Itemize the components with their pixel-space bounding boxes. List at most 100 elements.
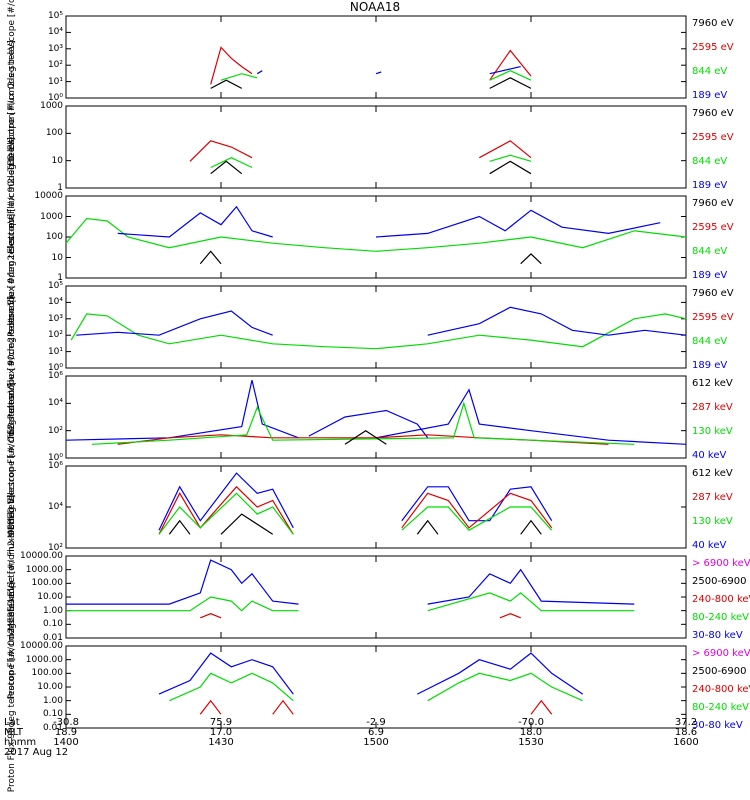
- y-tick-label: 100: [45, 128, 63, 139]
- y-tick-label: 10⁰: [47, 453, 63, 463]
- legend-entry: 287 keV: [692, 492, 733, 503]
- footer-lat-value: -2.9: [366, 717, 386, 728]
- series-line: [199, 250, 222, 265]
- y-tick-label: 10²: [47, 425, 63, 436]
- footer-mlt-value: 6.9: [368, 727, 384, 738]
- y-tick-label: 1: [57, 273, 63, 283]
- y-tick-label: 10000.00: [20, 641, 63, 651]
- legend-entry: > 6900 keV: [692, 648, 750, 659]
- legend-entry: 7960 eV: [692, 288, 734, 299]
- legend-entry: 2595 eV: [692, 222, 734, 233]
- y-axis-label: TED Electron Flux 0deg telescope [#/cm2-…: [7, 0, 17, 172]
- legend-entry: 2595 eV: [692, 42, 734, 53]
- series-line: [416, 519, 439, 535]
- series-line: [427, 672, 583, 702]
- series-line: [199, 699, 222, 715]
- y-tick-label: 10¹: [47, 76, 63, 87]
- series-line: [479, 140, 532, 159]
- footer-hhmm-value: 1430: [208, 737, 234, 748]
- series-line: [210, 157, 253, 169]
- y-tick-label: 10³: [47, 43, 63, 54]
- panel-frame: [65, 465, 687, 549]
- y-tick-label: 10⁶: [47, 461, 63, 471]
- legend-entry: 130 keV: [692, 516, 733, 527]
- series-line: [200, 613, 222, 619]
- footer-lat-value: -30.8: [53, 717, 79, 728]
- series-line: [158, 652, 294, 695]
- y-tick-label: 10⁴: [47, 27, 63, 38]
- series-line: [76, 310, 273, 336]
- legend-entry: 2595 eV: [692, 312, 734, 323]
- y-tick-label: 10.00: [37, 682, 63, 692]
- legend-entry: 2595 eV: [692, 132, 734, 143]
- series-line: [220, 513, 274, 535]
- series-line: [520, 519, 542, 535]
- y-axis-label: Proton Flux 0deg telescope [#/cm2-s-str-…: [7, 137, 17, 337]
- series-line: [70, 313, 687, 350]
- footer-date: 2017 Aug 12: [4, 747, 69, 758]
- series-line: [308, 409, 429, 439]
- legend-entry: 189 eV: [692, 180, 728, 191]
- series-line: [489, 66, 521, 75]
- y-tick-label: 10: [51, 155, 63, 166]
- series-line: [66, 596, 299, 612]
- series-line: [210, 46, 253, 85]
- series-line: [530, 699, 553, 715]
- y-tick-label: 10²: [47, 330, 63, 341]
- footer-hhmm-value: 1400: [53, 737, 79, 748]
- y-tick-label: 1000: [40, 101, 63, 111]
- legend-entry: > 6900 keV: [692, 558, 750, 569]
- y-tick-label: 10.00: [37, 592, 63, 602]
- legend-entry: 844 eV: [692, 246, 728, 257]
- series-line: [427, 568, 635, 605]
- series-line: [489, 154, 532, 162]
- legend-entry: 7960 eV: [692, 18, 734, 29]
- legend-entry: 80-240 keV: [692, 702, 750, 713]
- y-axis-label: Proton Flux 90deg telescope [#/cm2-s-str…: [7, 582, 17, 792]
- y-tick-label: 10000.00: [20, 551, 63, 561]
- series-line: [91, 401, 635, 445]
- panel-frame: [65, 15, 687, 99]
- y-tick-label: 10⁵: [47, 11, 63, 21]
- legend-entry: 30-80 keV: [692, 630, 743, 641]
- y-tick-label: 1000.00: [25, 564, 63, 575]
- series-line: [375, 388, 687, 445]
- series-line: [344, 429, 387, 445]
- legend-entry: 844 eV: [692, 66, 728, 77]
- footer-hhmm-value: 1530: [518, 737, 544, 748]
- legend-entry: 7960 eV: [692, 198, 734, 209]
- footer-mlt-value: 17.0: [209, 727, 233, 738]
- footer-label-mlt: MLT: [4, 727, 23, 738]
- legend-entry: 2500-6900: [692, 576, 747, 587]
- y-tick-label: 0.10: [42, 619, 63, 630]
- legend-entry: 612 keV: [692, 378, 733, 389]
- footer-label-lat: Lat: [4, 717, 20, 728]
- y-tick-label: 10²: [47, 60, 63, 71]
- legend-entry: 30-80 keV: [692, 720, 743, 731]
- legend-entry: 612 keV: [692, 468, 733, 479]
- chart-title: NOAA18: [349, 0, 401, 14]
- footer-mlt-value: 18.0: [519, 727, 543, 738]
- series-line: [427, 592, 635, 612]
- y-tick-label: 10⁵: [47, 281, 63, 291]
- y-tick-label: 10: [51, 252, 63, 263]
- series-line: [489, 77, 532, 89]
- legend-entry: 189 eV: [692, 360, 728, 371]
- y-tick-label: 10⁴: [47, 502, 63, 512]
- y-tick-label: 0.01: [42, 723, 63, 733]
- series-line: [66, 559, 299, 605]
- y-tick-label: 10⁰: [47, 93, 63, 103]
- y-axis-label: Proton Flux 0deg telescope [#/cm2-s-str-…: [7, 495, 17, 700]
- legend-entry: 189 eV: [692, 90, 728, 101]
- y-tick-label: 100: [45, 232, 63, 242]
- y-tick-label: 0.10: [42, 709, 63, 720]
- panel-frame: [65, 555, 687, 639]
- y-tick-label: 10⁴: [47, 398, 63, 409]
- series-line: [489, 70, 532, 81]
- legend-entry: 287 keV: [692, 402, 733, 413]
- series-line: [158, 472, 294, 531]
- footer-label-hhmm: hhmm: [4, 737, 37, 748]
- series-line: [499, 613, 521, 619]
- y-axis-label: MEPED Electron Flux 90deg telescope [#/c…: [7, 383, 17, 631]
